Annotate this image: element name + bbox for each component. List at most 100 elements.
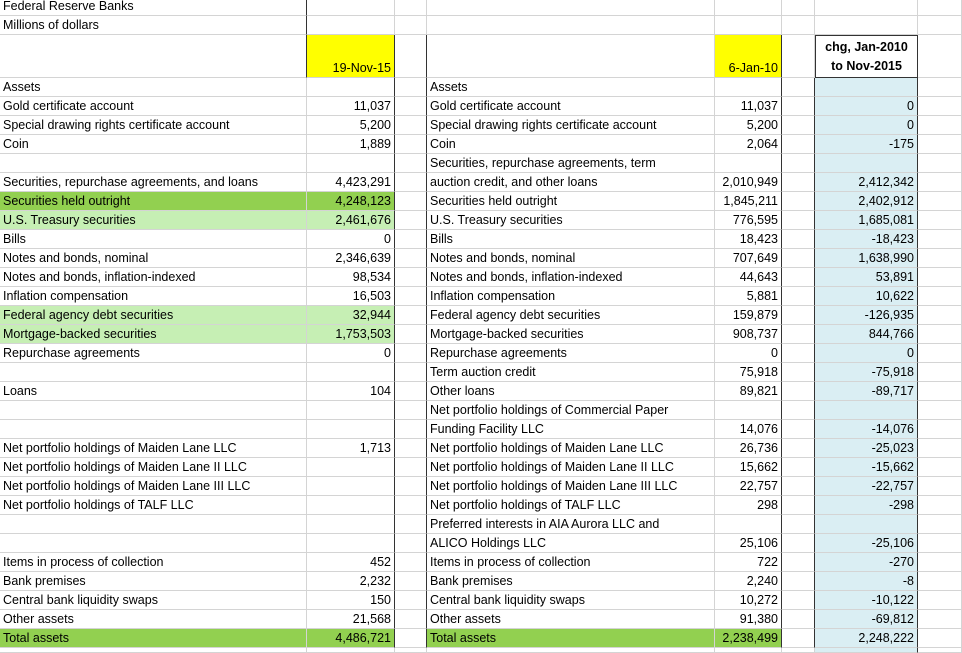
right-value: 44,643 <box>715 268 782 287</box>
blank <box>918 97 962 116</box>
change: -298 <box>815 496 918 515</box>
left-value: 11,037 <box>307 97 395 116</box>
blank <box>427 35 715 78</box>
left-value: 1,889 <box>307 135 395 154</box>
right-label: U.S. Treasury securities <box>427 211 715 230</box>
right-value <box>715 401 782 420</box>
left-value: 4,486,721 <box>307 629 395 648</box>
left-label: Gold certificate account <box>0 97 307 116</box>
blank <box>395 135 427 154</box>
right-value: 26,736 <box>715 439 782 458</box>
blank <box>395 458 427 477</box>
left-label <box>0 420 307 439</box>
right-label: Gold certificate account <box>427 97 715 116</box>
blank <box>395 325 427 344</box>
blank <box>395 591 427 610</box>
left-value: 1,713 <box>307 439 395 458</box>
left-value <box>307 515 395 534</box>
right-label: Net portfolio holdings of Maiden Lane II… <box>427 477 715 496</box>
left-value <box>307 458 395 477</box>
change: -75,918 <box>815 363 918 382</box>
blank <box>715 16 782 35</box>
blank <box>782 35 815 78</box>
blank <box>782 325 815 344</box>
change: 844,766 <box>815 325 918 344</box>
blank <box>395 16 427 35</box>
blank <box>918 230 962 249</box>
blank <box>918 458 962 477</box>
blank <box>782 211 815 230</box>
left-value: 452 <box>307 553 395 572</box>
right-value: 2,064 <box>715 135 782 154</box>
change: 2,402,912 <box>815 192 918 211</box>
change: -89,717 <box>815 382 918 401</box>
blank <box>307 16 395 35</box>
left-date: 19-Nov-15 <box>307 35 395 78</box>
right-label: Bank premises <box>427 572 715 591</box>
left-value: 32,944 <box>307 306 395 325</box>
change-header-line: to Nov-2015 <box>831 58 902 73</box>
change: -22,757 <box>815 477 918 496</box>
blank <box>782 0 815 16</box>
left-value: 1,753,503 <box>307 325 395 344</box>
blank <box>782 401 815 420</box>
right-value: 22,757 <box>715 477 782 496</box>
left-value: 0 <box>307 344 395 363</box>
blank <box>918 325 962 344</box>
blank <box>782 306 815 325</box>
blank <box>395 648 427 653</box>
right-value: 722 <box>715 553 782 572</box>
change: 2,412,342 <box>815 173 918 192</box>
blank <box>395 249 427 268</box>
change <box>815 78 918 97</box>
left-label: Net portfolio holdings of Maiden Lane II… <box>0 477 307 496</box>
right-label: Net portfolio holdings of Commercial Pap… <box>427 401 715 420</box>
right-label: Total assets <box>427 629 715 648</box>
left-label: Notes and bonds, inflation-indexed <box>0 268 307 287</box>
right-label: Repurchase agreements <box>427 344 715 363</box>
blank <box>782 78 815 97</box>
blank <box>782 648 815 653</box>
blank <box>782 344 815 363</box>
left-label: Securities held outright <box>0 192 307 211</box>
left-label <box>0 534 307 553</box>
blank <box>0 648 307 653</box>
right-value: 10,272 <box>715 591 782 610</box>
blank <box>427 16 715 35</box>
blank <box>395 477 427 496</box>
left-label: Net portfolio holdings of TALF LLC <box>0 496 307 515</box>
blank <box>918 610 962 629</box>
right-label: Inflation compensation <box>427 287 715 306</box>
right-label: Preferred interests in AIA Aurora LLC an… <box>427 515 715 534</box>
right-value: 25,106 <box>715 534 782 553</box>
blank <box>782 287 815 306</box>
blank <box>782 591 815 610</box>
blank <box>395 154 427 173</box>
right-value <box>715 154 782 173</box>
blank <box>395 211 427 230</box>
left-label: Total assets <box>0 629 307 648</box>
blank <box>918 78 962 97</box>
blank <box>782 268 815 287</box>
left-label: Repurchase agreements <box>0 344 307 363</box>
blank <box>782 477 815 496</box>
blank <box>918 173 962 192</box>
right-value: 75,918 <box>715 363 782 382</box>
blank <box>395 515 427 534</box>
blank <box>815 0 918 16</box>
blank <box>395 439 427 458</box>
left-value: 16,503 <box>307 287 395 306</box>
change: -15,662 <box>815 458 918 477</box>
right-value: 2,010,949 <box>715 173 782 192</box>
left-value: 21,568 <box>307 610 395 629</box>
blank <box>918 154 962 173</box>
blank <box>307 648 395 653</box>
change: 0 <box>815 344 918 363</box>
left-label: Special drawing rights certificate accou… <box>0 116 307 135</box>
blank <box>782 553 815 572</box>
change: -10,122 <box>815 591 918 610</box>
blank <box>782 515 815 534</box>
blank <box>395 496 427 515</box>
left-value <box>307 401 395 420</box>
right-value: 707,649 <box>715 249 782 268</box>
